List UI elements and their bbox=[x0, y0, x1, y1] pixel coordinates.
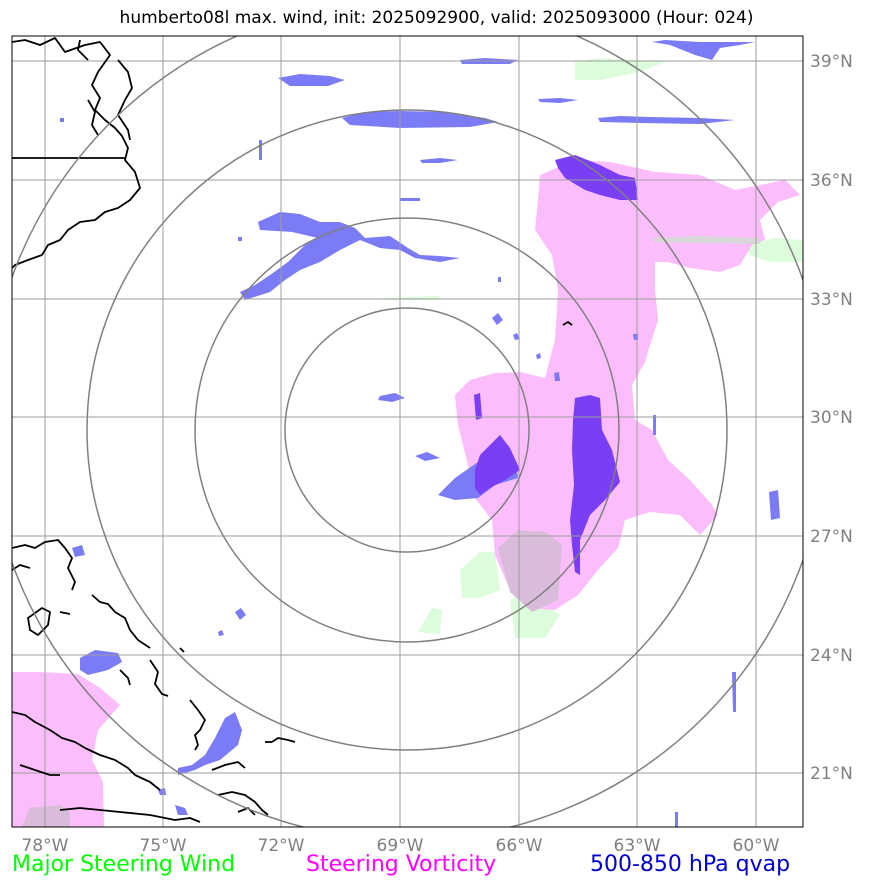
lon-label: 66°W bbox=[496, 836, 543, 856]
lon-label: 75°W bbox=[140, 836, 187, 856]
legend-steering-vorticity: Steering Vorticity bbox=[306, 852, 497, 877]
coastlines bbox=[12, 37, 573, 823]
lat-label: 24°N bbox=[810, 646, 853, 666]
lat-label: 33°N bbox=[810, 290, 853, 310]
legend-steering-wind: Major Steering Wind bbox=[12, 852, 236, 877]
map-title: humberto08l max. wind, init: 2025092900,… bbox=[119, 8, 754, 28]
lon-label: 63°W bbox=[614, 836, 661, 856]
lat-label: 39°N bbox=[810, 52, 853, 72]
graticule bbox=[12, 36, 803, 827]
longitude-labels: 78°W 75°W 72°W 69°W 66°W 63°W 60°W bbox=[22, 836, 780, 856]
lat-label: 27°N bbox=[810, 527, 853, 547]
legend-qvap: 500-850 hPa qvap bbox=[590, 852, 791, 877]
steering-vorticity-fields bbox=[12, 160, 800, 827]
lon-label: 72°W bbox=[258, 836, 305, 856]
lat-label: 21°N bbox=[810, 764, 853, 784]
lon-label: 60°W bbox=[733, 836, 780, 856]
qvap-fields bbox=[60, 40, 780, 827]
range-rings bbox=[12, 36, 803, 827]
lat-label: 36°N bbox=[810, 171, 853, 191]
map-frame bbox=[11, 35, 804, 828]
latitude-labels: 39°N 36°N 33°N 30°N 27°N 24°N 21°N bbox=[810, 52, 853, 784]
lon-label: 69°W bbox=[377, 836, 424, 856]
lon-label: 78°W bbox=[22, 836, 69, 856]
lat-label: 30°N bbox=[810, 408, 853, 428]
